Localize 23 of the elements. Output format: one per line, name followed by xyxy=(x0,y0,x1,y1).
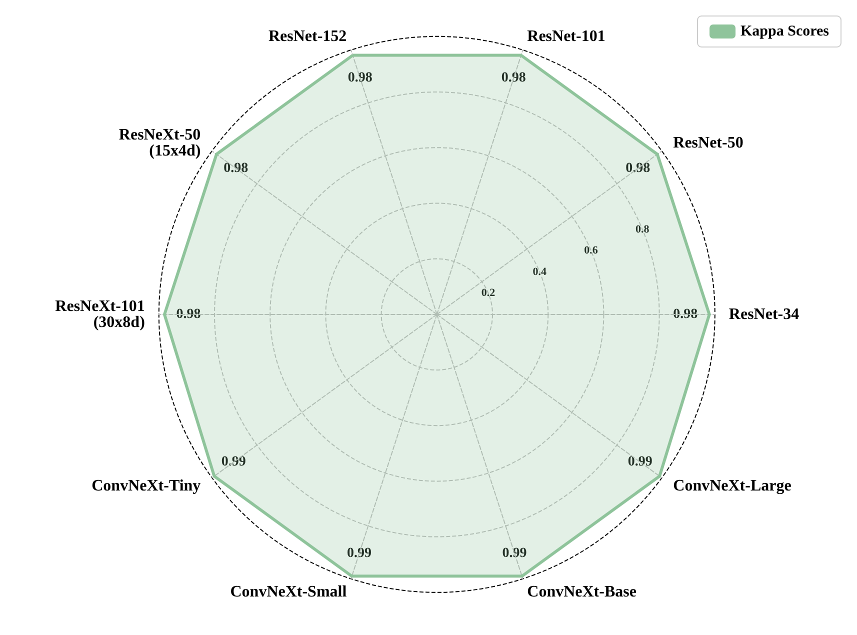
data-label: 0.98 xyxy=(348,70,372,86)
y-tick-label: 0.8 xyxy=(636,223,650,236)
data-label: 0.99 xyxy=(502,546,527,561)
spoke-label: ConvNeXt-Tiny xyxy=(92,478,201,495)
spoke-label: ResNet-101 xyxy=(527,28,606,46)
spoke-label: ResNet-50 xyxy=(673,134,744,152)
data-label: 0.98 xyxy=(224,160,248,176)
data-label: 0.98 xyxy=(501,70,526,86)
data-label: 0.99 xyxy=(347,546,372,561)
spoke-label: ResNeXt-101 (30x8d) xyxy=(55,298,145,331)
spoke-label: ResNet-34 xyxy=(728,306,800,323)
y-tick-label: 0.6 xyxy=(584,244,598,257)
legend-label: Kappa Scores xyxy=(740,24,830,40)
spoke-label: ResNet-152 xyxy=(268,28,347,46)
data-label: 0.98 xyxy=(626,160,650,176)
spoke-label: ConvNeXt-Small xyxy=(230,584,348,601)
spoke-label: ConvNeXt-Large xyxy=(673,478,792,495)
y-tick-label: 0.2 xyxy=(481,287,496,300)
spoke-label: ConvNeXt-Base xyxy=(527,584,636,601)
data-label: 0.99 xyxy=(221,454,246,470)
spoke-label: ResNeXt-50 (15x4d) xyxy=(118,126,201,160)
data-label: 0.99 xyxy=(628,454,652,470)
y-tick-label: 0.4 xyxy=(532,266,548,278)
